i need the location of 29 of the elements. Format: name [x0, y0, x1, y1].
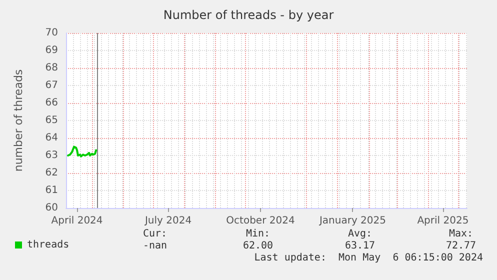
- text: 62.00: [242, 240, 274, 252]
- x-tick-label: January 2025: [318, 216, 386, 226]
- y-tick-label: 60: [45, 202, 58, 214]
- chart-title: Number of threads - by year: [163, 8, 334, 22]
- x-tick-label: April 2024: [51, 216, 103, 226]
- line-series: [67, 146, 98, 158]
- y-tick-label: 70: [45, 28, 58, 38]
- y-tick-label: 69: [45, 45, 58, 56]
- y-tick-label: 67: [45, 80, 58, 91]
- y-tick-label: 61: [45, 185, 58, 196]
- text: Min:: [246, 228, 270, 240]
- x-tick-label: July 2024: [144, 216, 192, 226]
- y-tick-label: 63: [45, 150, 58, 161]
- text: -nan: [142, 240, 168, 252]
- text: 72.77: [446, 240, 476, 252]
- y-tick-label: 62: [45, 168, 58, 178]
- text: Last update: Mon May 6 06:15:00 2024: [254, 252, 483, 264]
- x-tick-label: October 2024: [226, 216, 295, 226]
- y-tick-label: 66: [45, 98, 58, 108]
- y-tick-label: 65: [45, 115, 58, 126]
- y-axis-title: number of threads: [12, 69, 25, 172]
- legend-label: threads: [27, 240, 70, 250]
- y-tick-label: 64: [45, 132, 58, 144]
- x-tick-label: April 2025: [417, 216, 469, 226]
- text: Avg:: [348, 228, 372, 240]
- text: Cur:: [142, 228, 168, 240]
- text: 63.17: [344, 240, 376, 252]
- y-tick-label: 68: [45, 62, 58, 74]
- text: Max:: [448, 228, 474, 240]
